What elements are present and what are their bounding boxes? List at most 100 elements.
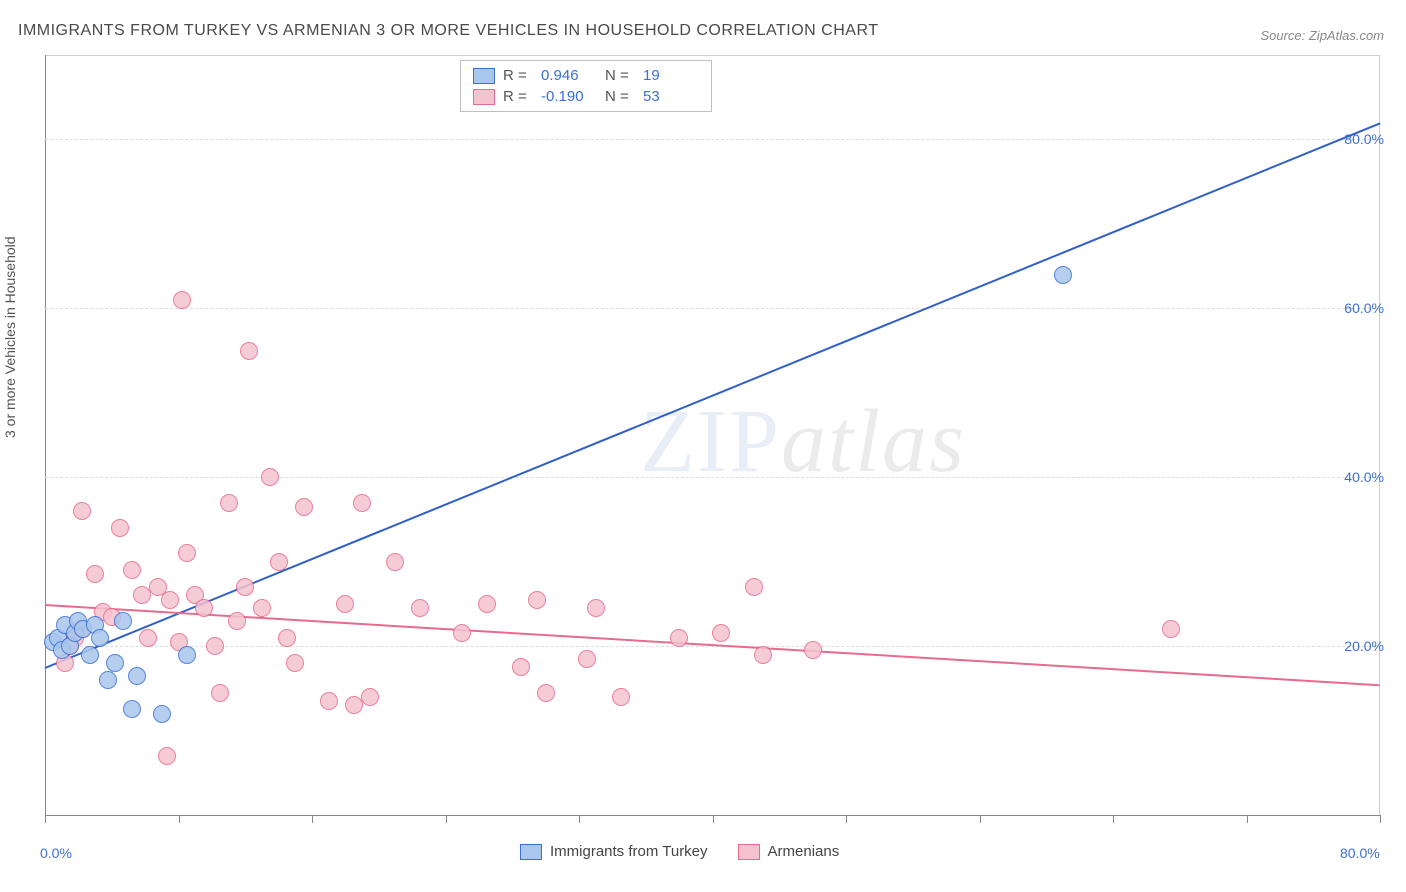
x-tick (579, 815, 580, 823)
x-tick (1113, 815, 1114, 823)
scatter-point (133, 586, 151, 604)
scatter-point (804, 641, 822, 659)
scatter-point (612, 688, 630, 706)
scatter-point (228, 612, 246, 630)
swatch-armenians-icon (738, 844, 760, 860)
scatter-point (178, 646, 196, 664)
x-tick-label: 0.0% (40, 845, 72, 861)
scatter-point (353, 494, 371, 512)
gridline (45, 477, 1380, 478)
x-tick (713, 815, 714, 823)
gridline (45, 139, 1380, 140)
gridline (45, 646, 1380, 647)
scatter-point (173, 291, 191, 309)
scatter-point (278, 629, 296, 647)
x-tick (179, 815, 180, 823)
n-value-turkey: 19 (643, 67, 699, 84)
y-tick-label: 40.0% (1344, 469, 1384, 485)
scatter-point (1054, 266, 1072, 284)
scatter-point (236, 578, 254, 596)
scatter-point (270, 553, 288, 571)
y-axis-label: 3 or more Vehicles in Household (2, 236, 18, 438)
scatter-point (161, 591, 179, 609)
scatter-point (670, 629, 688, 647)
x-tick (980, 815, 981, 823)
r-label: R = (503, 88, 533, 105)
scatter-point (123, 561, 141, 579)
scatter-point (81, 646, 99, 664)
chart-title: IMMIGRANTS FROM TURKEY VS ARMENIAN 3 OR … (18, 22, 879, 40)
y-tick-label: 60.0% (1344, 300, 1384, 316)
scatter-point (114, 612, 132, 630)
scatter-point (361, 688, 379, 706)
scatter-point (453, 624, 471, 642)
scatter-point (587, 599, 605, 617)
r-value-turkey: 0.946 (541, 67, 597, 84)
swatch-armenians-icon (473, 89, 495, 105)
x-tick (1247, 815, 1248, 823)
scatter-point (745, 578, 763, 596)
scatter-point (253, 599, 271, 617)
n-label: N = (605, 88, 635, 105)
swatch-turkey-icon (473, 68, 495, 84)
scatter-point (123, 700, 141, 718)
scatter-point (211, 684, 229, 702)
scatter-point (139, 629, 157, 647)
scatter-point (411, 599, 429, 617)
scatter-point (336, 595, 354, 613)
scatter-point (195, 599, 213, 617)
scatter-point (99, 671, 117, 689)
scatter-point (345, 696, 363, 714)
legend-item-armenians: Armenians (738, 843, 840, 860)
scatter-point (320, 692, 338, 710)
scatter-point (240, 342, 258, 360)
legend-label-armenians: Armenians (768, 843, 840, 860)
source-label: Source: ZipAtlas.com (1260, 28, 1384, 43)
scatter-point (220, 494, 238, 512)
scatter-point (712, 624, 730, 642)
scatter-point (261, 468, 279, 486)
chart-container: IMMIGRANTS FROM TURKEY VS ARMENIAN 3 OR … (0, 0, 1406, 892)
scatter-point (73, 502, 91, 520)
x-tick (45, 815, 46, 823)
legend-series: Immigrants from Turkey Armenians (520, 843, 839, 860)
scatter-point (286, 654, 304, 672)
x-tick (312, 815, 313, 823)
legend-correlation: R = 0.946 N = 19 R = -0.190 N = 53 (460, 60, 712, 112)
n-value-armenians: 53 (643, 88, 699, 105)
scatter-point (478, 595, 496, 613)
r-label: R = (503, 67, 533, 84)
scatter-point (111, 519, 129, 537)
scatter-point (578, 650, 596, 668)
gridline (45, 308, 1380, 309)
scatter-point (528, 591, 546, 609)
scatter-point (86, 565, 104, 583)
y-axis (45, 55, 46, 815)
plot-area (45, 55, 1380, 815)
scatter-point (537, 684, 555, 702)
x-tick (846, 815, 847, 823)
scatter-point (386, 553, 404, 571)
scatter-point (178, 544, 196, 562)
scatter-point (106, 654, 124, 672)
r-value-armenians: -0.190 (541, 88, 597, 105)
y-tick-label: 20.0% (1344, 638, 1384, 654)
scatter-point (512, 658, 530, 676)
x-tick (1380, 815, 1381, 823)
legend-label-turkey: Immigrants from Turkey (550, 843, 708, 860)
swatch-turkey-icon (520, 844, 542, 860)
scatter-point (153, 705, 171, 723)
scatter-point (295, 498, 313, 516)
legend-item-turkey: Immigrants from Turkey (520, 843, 708, 860)
scatter-point (128, 667, 146, 685)
scatter-point (754, 646, 772, 664)
legend-row-turkey: R = 0.946 N = 19 (473, 65, 699, 86)
scatter-point (206, 637, 224, 655)
scatter-point (91, 629, 109, 647)
x-tick (446, 815, 447, 823)
legend-row-armenians: R = -0.190 N = 53 (473, 86, 699, 107)
x-tick-label: 80.0% (1340, 845, 1380, 861)
scatter-point (1162, 620, 1180, 638)
scatter-point (158, 747, 176, 765)
n-label: N = (605, 67, 635, 84)
